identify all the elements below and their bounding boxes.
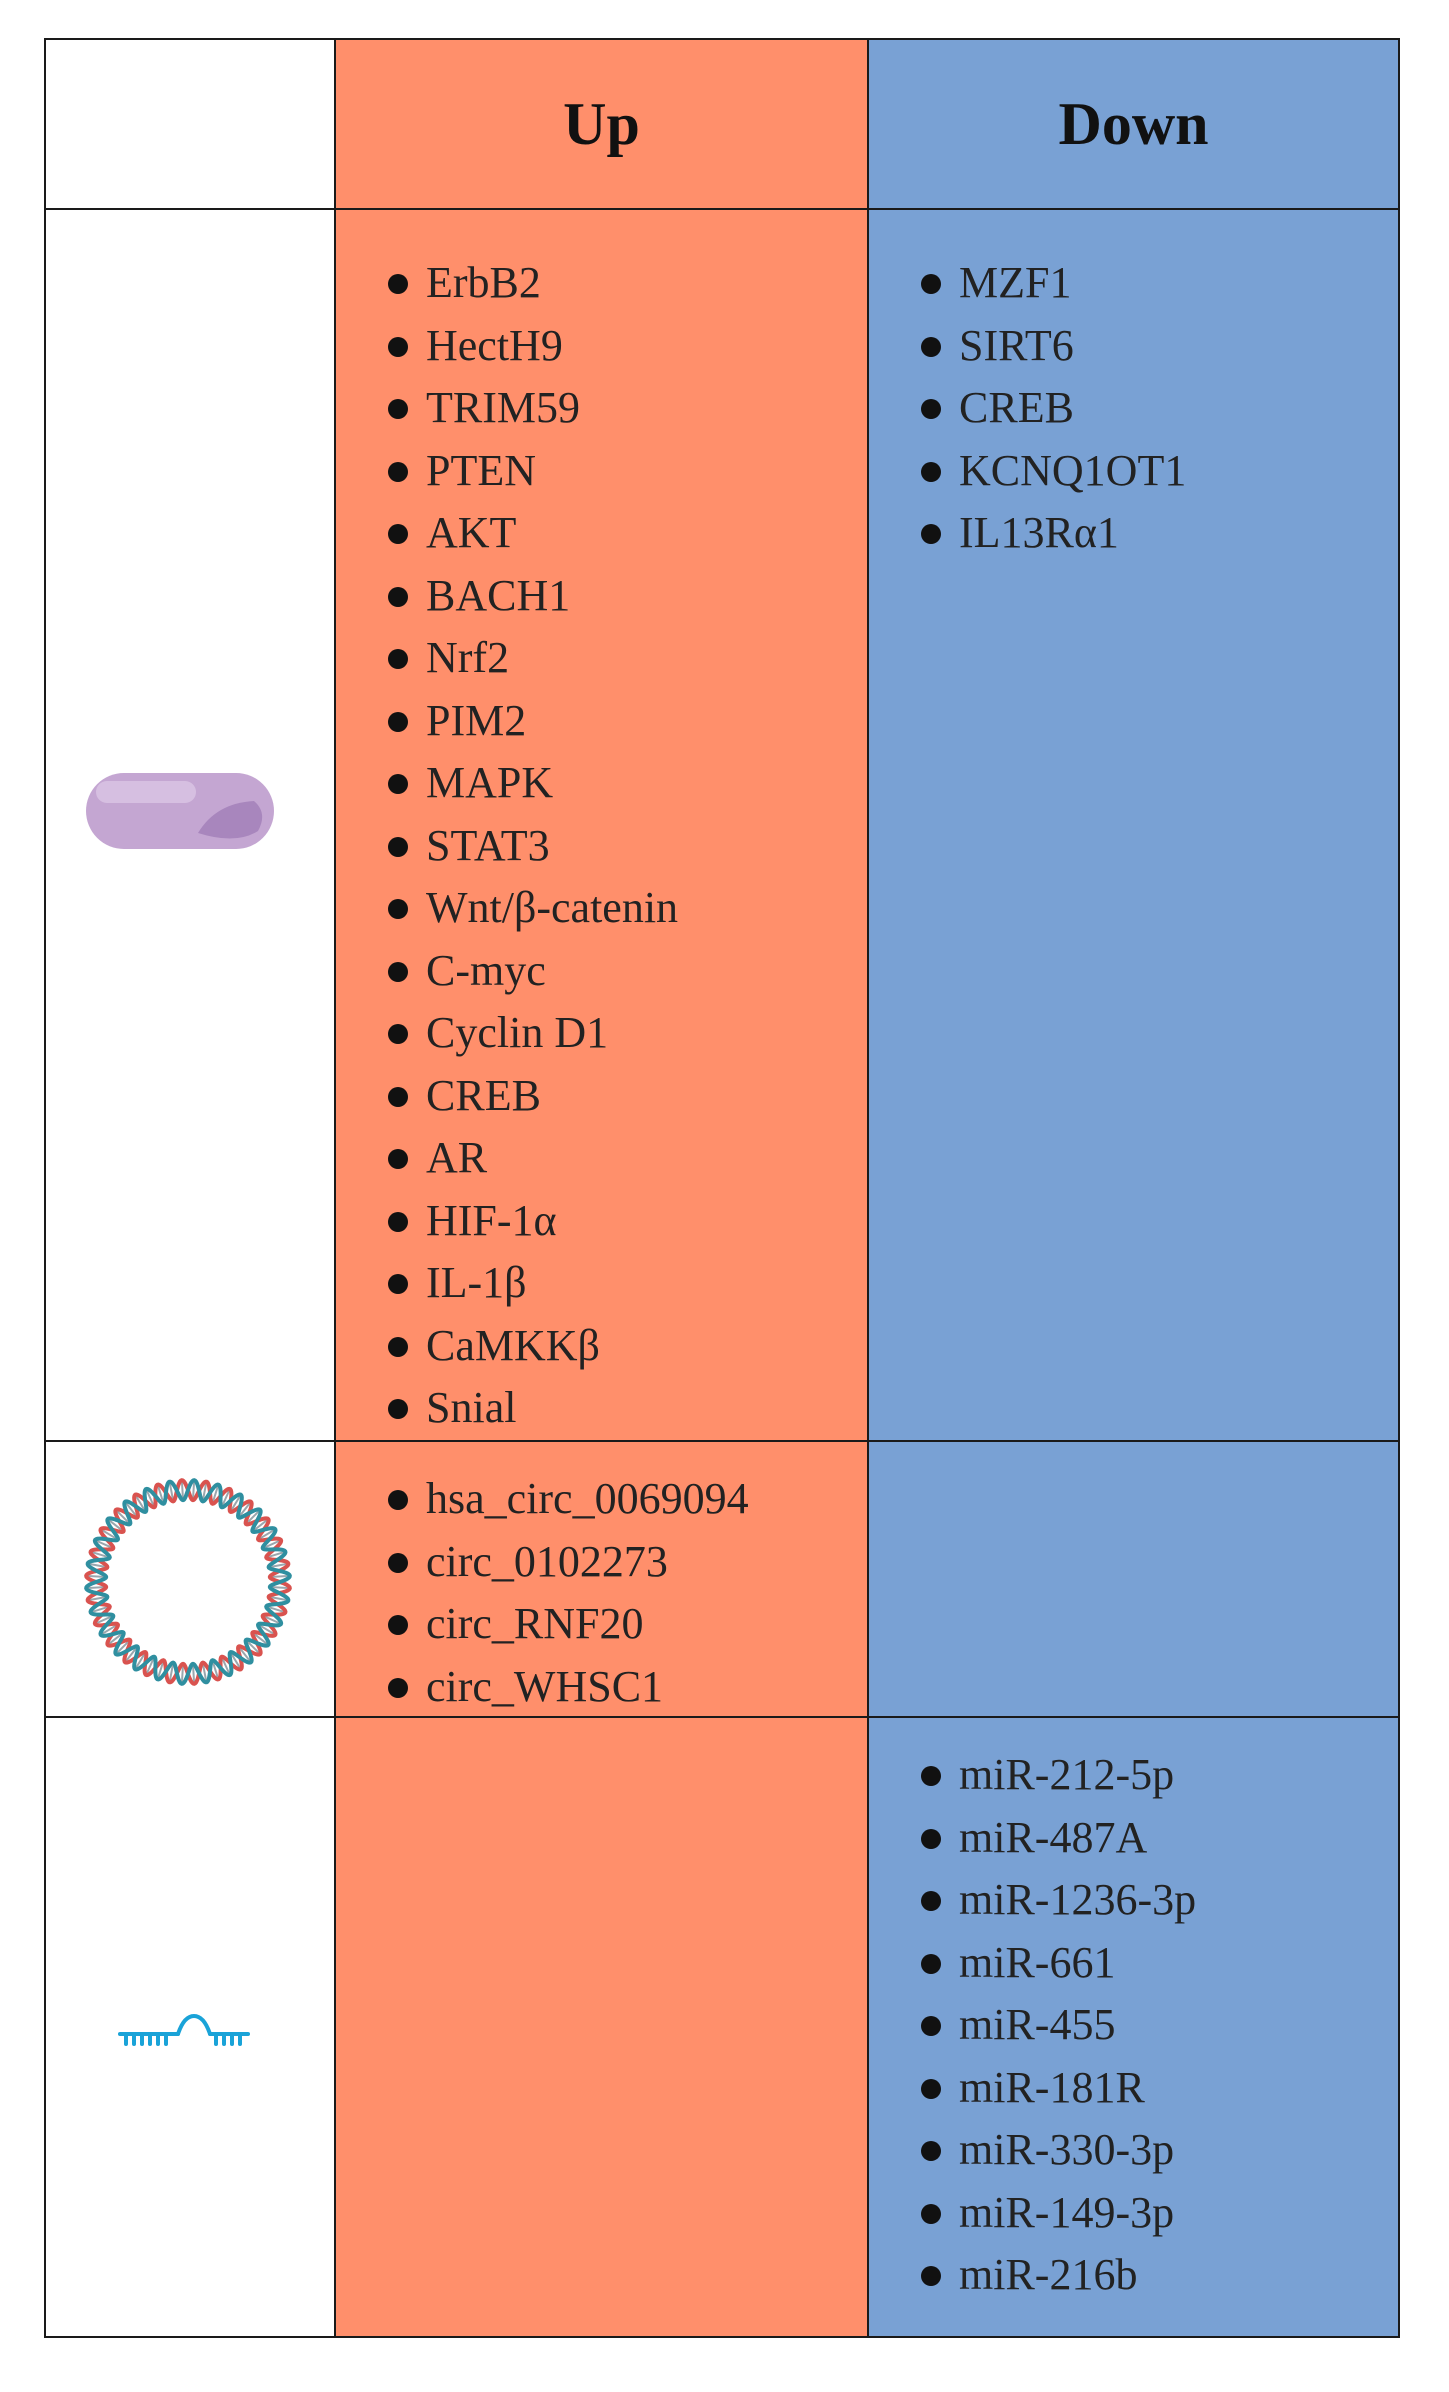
mirna-down-list: miR-212-5p miR-487A miR-1236-3p miR-661 miR-… xyxy=(921,1744,1196,2307)
list-item: miR-330-3p xyxy=(921,2119,1196,2182)
mirna-up-cell xyxy=(334,1716,869,2338)
circular-rna-icon xyxy=(78,1472,298,1697)
up-header-label: Up xyxy=(563,90,640,157)
list-item: MZF1 xyxy=(921,252,1186,315)
list-item: STAT3 xyxy=(388,815,678,878)
list-item: PTEN xyxy=(388,440,678,503)
protein-up-list: ErbB2 HectH9 TRIM59 PTEN AKT BACH1 Nrf2 PIM2 MAP… xyxy=(388,252,678,1440)
mirna-row-icon-cell xyxy=(44,1716,336,2338)
circrna-up-cell: hsa_circ_0069094 circ_0102273 circ_RNF20 ci… xyxy=(334,1440,869,1718)
corner-cell xyxy=(44,38,336,210)
list-item: IL-1β xyxy=(388,1252,678,1315)
list-item: circ_0102273 xyxy=(388,1531,749,1594)
protein-down-list: MZF1 SIRT6 CREB KCNQ1OT1 IL13Rα1 xyxy=(921,252,1186,565)
up-header: Up xyxy=(334,38,869,210)
regulation-table: Up Down ErbB2 HectH9 TRIM59 PTEN AKT BACH1 Nrf… xyxy=(44,38,1400,2338)
list-item: BACH1 xyxy=(388,565,678,628)
down-header-label: Down xyxy=(1058,90,1209,157)
mirna-down-cell: miR-212-5p miR-487A miR-1236-3p miR-661 miR-… xyxy=(867,1716,1400,2338)
list-item: miR-212-5p xyxy=(921,1744,1196,1807)
list-item: Wnt/β-catenin xyxy=(388,877,678,940)
list-item: miR-487A xyxy=(921,1807,1196,1870)
down-header: Down xyxy=(867,38,1400,210)
list-item: miR-216b xyxy=(921,2244,1196,2307)
list-item: Snial xyxy=(388,1377,678,1440)
list-item: PIM2 xyxy=(388,690,678,753)
list-item: CREB xyxy=(921,377,1186,440)
list-item: ErbB2 xyxy=(388,252,678,315)
list-item: miR-661 xyxy=(921,1932,1196,1995)
list-item: KCNQ1OT1 xyxy=(921,440,1186,503)
list-item: IL13Rα1 xyxy=(921,502,1186,565)
list-item: miR-455 xyxy=(921,1994,1196,2057)
list-item: circ_WHSC1 xyxy=(388,1656,749,1719)
protein-pill-icon xyxy=(86,773,274,854)
list-item: C-myc xyxy=(388,940,678,1003)
list-item: CaMKKβ xyxy=(388,1315,678,1378)
list-item: TRIM59 xyxy=(388,377,678,440)
list-item: CREB xyxy=(388,1065,678,1128)
list-item: HIF-1α xyxy=(388,1190,678,1253)
circrna-row-icon-cell xyxy=(44,1440,336,1718)
protein-row-icon-cell xyxy=(44,208,336,1442)
protein-up-cell: ErbB2 HectH9 TRIM59 PTEN AKT BACH1 Nrf2 PIM2 MAP… xyxy=(334,208,869,1442)
circrna-up-list: hsa_circ_0069094 circ_0102273 circ_RNF20 ci… xyxy=(388,1468,749,1718)
microrna-hairpin-icon xyxy=(118,2013,250,2059)
list-item: MAPK xyxy=(388,752,678,815)
protein-down-cell: MZF1 SIRT6 CREB KCNQ1OT1 IL13Rα1 xyxy=(867,208,1400,1442)
list-item: miR-149-3p xyxy=(921,2182,1196,2245)
circrna-down-cell xyxy=(867,1440,1400,1718)
list-item: miR-1236-3p xyxy=(921,1869,1196,1932)
list-item: miR-181R xyxy=(921,2057,1196,2120)
list-item: SIRT6 xyxy=(921,315,1186,378)
list-item: HectH9 xyxy=(388,315,678,378)
list-item: hsa_circ_0069094 xyxy=(388,1468,749,1531)
list-item: Nrf2 xyxy=(388,627,678,690)
list-item: circ_RNF20 xyxy=(388,1593,749,1656)
list-item: Cyclin D1 xyxy=(388,1002,678,1065)
list-item: AR xyxy=(388,1127,678,1190)
list-item: AKT xyxy=(388,502,678,565)
